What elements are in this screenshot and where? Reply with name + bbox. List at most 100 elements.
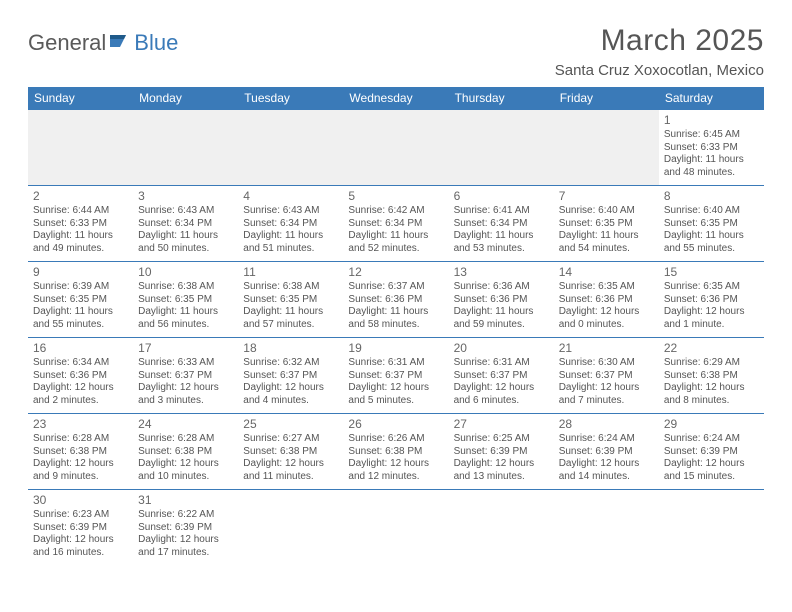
daylight-text: Daylight: 11 hours and 55 minutes.: [33, 306, 128, 331]
sunset-text: Sunset: 6:36 PM: [454, 294, 549, 307]
calendar-day-cell: [343, 110, 448, 186]
sunrise-text: Sunrise: 6:40 AM: [559, 205, 654, 218]
sunrise-text: Sunrise: 6:34 AM: [33, 357, 128, 370]
weekday-sunday: Sunday: [28, 87, 133, 110]
sunset-text: Sunset: 6:34 PM: [243, 218, 338, 231]
sunset-text: Sunset: 6:33 PM: [33, 218, 128, 231]
daylight-text: Daylight: 12 hours and 12 minutes.: [348, 458, 443, 483]
calendar-day-cell: 27Sunrise: 6:25 AMSunset: 6:39 PMDayligh…: [449, 414, 554, 490]
location-subtitle: Santa Cruz Xoxocotlan, Mexico: [555, 62, 764, 79]
sunset-text: Sunset: 6:39 PM: [138, 522, 233, 535]
sunrise-text: Sunrise: 6:26 AM: [348, 433, 443, 446]
calendar-day-cell: 28Sunrise: 6:24 AMSunset: 6:39 PMDayligh…: [554, 414, 659, 490]
daylight-text: Daylight: 11 hours and 55 minutes.: [664, 230, 759, 255]
calendar-day-cell: 4Sunrise: 6:43 AMSunset: 6:34 PMDaylight…: [238, 186, 343, 262]
daylight-text: Daylight: 11 hours and 54 minutes.: [559, 230, 654, 255]
calendar-day-cell: 3Sunrise: 6:43 AMSunset: 6:34 PMDaylight…: [133, 186, 238, 262]
sunrise-text: Sunrise: 6:27 AM: [243, 433, 338, 446]
day-number: 8: [664, 189, 759, 204]
daylight-text: Daylight: 12 hours and 3 minutes.: [138, 382, 233, 407]
day-number: 29: [664, 417, 759, 432]
calendar-day-cell: 5Sunrise: 6:42 AMSunset: 6:34 PMDaylight…: [343, 186, 448, 262]
sunrise-text: Sunrise: 6:43 AM: [138, 205, 233, 218]
calendar-day-cell: 13Sunrise: 6:36 AMSunset: 6:36 PMDayligh…: [449, 262, 554, 338]
sunrise-text: Sunrise: 6:38 AM: [243, 281, 338, 294]
sunrise-text: Sunrise: 6:28 AM: [138, 433, 233, 446]
calendar-day-cell: 1Sunrise: 6:45 AMSunset: 6:33 PMDaylight…: [659, 110, 764, 186]
sunset-text: Sunset: 6:35 PM: [664, 218, 759, 231]
sunrise-text: Sunrise: 6:37 AM: [348, 281, 443, 294]
sunrise-text: Sunrise: 6:38 AM: [138, 281, 233, 294]
calendar-day-cell: [659, 490, 764, 566]
sunset-text: Sunset: 6:37 PM: [138, 370, 233, 383]
sunset-text: Sunset: 6:34 PM: [348, 218, 443, 231]
day-number: 3: [138, 189, 233, 204]
sunset-text: Sunset: 6:35 PM: [33, 294, 128, 307]
sunset-text: Sunset: 6:39 PM: [454, 446, 549, 459]
sunset-text: Sunset: 6:38 PM: [348, 446, 443, 459]
daylight-text: Daylight: 12 hours and 10 minutes.: [138, 458, 233, 483]
daylight-text: Daylight: 12 hours and 8 minutes.: [664, 382, 759, 407]
day-number: 16: [33, 341, 128, 356]
day-number: 30: [33, 493, 128, 508]
day-number: 10: [138, 265, 233, 280]
sunrise-text: Sunrise: 6:45 AM: [664, 129, 759, 142]
sunrise-text: Sunrise: 6:30 AM: [559, 357, 654, 370]
day-number: 15: [664, 265, 759, 280]
daylight-text: Daylight: 12 hours and 11 minutes.: [243, 458, 338, 483]
daylight-text: Daylight: 11 hours and 50 minutes.: [138, 230, 233, 255]
calendar-day-cell: [343, 490, 448, 566]
header: General Blue March 2025 Santa Cruz Xoxoc…: [28, 24, 764, 79]
daylight-text: Daylight: 12 hours and 15 minutes.: [664, 458, 759, 483]
daylight-text: Daylight: 12 hours and 6 minutes.: [454, 382, 549, 407]
daylight-text: Daylight: 12 hours and 9 minutes.: [33, 458, 128, 483]
day-number: 20: [454, 341, 549, 356]
day-number: 24: [138, 417, 233, 432]
day-number: 11: [243, 265, 338, 280]
daylight-text: Daylight: 12 hours and 2 minutes.: [33, 382, 128, 407]
daylight-text: Daylight: 12 hours and 4 minutes.: [243, 382, 338, 407]
calendar-day-cell: [554, 490, 659, 566]
daylight-text: Daylight: 12 hours and 1 minute.: [664, 306, 759, 331]
daylight-text: Daylight: 11 hours and 53 minutes.: [454, 230, 549, 255]
day-number: 28: [559, 417, 654, 432]
calendar-day-cell: [449, 110, 554, 186]
calendar-day-cell: 10Sunrise: 6:38 AMSunset: 6:35 PMDayligh…: [133, 262, 238, 338]
day-number: 21: [559, 341, 654, 356]
day-number: 31: [138, 493, 233, 508]
sunset-text: Sunset: 6:34 PM: [454, 218, 549, 231]
calendar-day-cell: 26Sunrise: 6:26 AMSunset: 6:38 PMDayligh…: [343, 414, 448, 490]
day-number: 14: [559, 265, 654, 280]
calendar-day-cell: 14Sunrise: 6:35 AMSunset: 6:36 PMDayligh…: [554, 262, 659, 338]
sunset-text: Sunset: 6:39 PM: [664, 446, 759, 459]
calendar-day-cell: 8Sunrise: 6:40 AMSunset: 6:35 PMDaylight…: [659, 186, 764, 262]
sunrise-text: Sunrise: 6:39 AM: [33, 281, 128, 294]
day-number: 23: [33, 417, 128, 432]
sunrise-text: Sunrise: 6:31 AM: [454, 357, 549, 370]
weekday-wednesday: Wednesday: [343, 87, 448, 110]
day-number: 27: [454, 417, 549, 432]
sunrise-text: Sunrise: 6:23 AM: [33, 509, 128, 522]
day-number: 18: [243, 341, 338, 356]
daylight-text: Daylight: 12 hours and 5 minutes.: [348, 382, 443, 407]
sunset-text: Sunset: 6:33 PM: [664, 142, 759, 155]
daylight-text: Daylight: 11 hours and 49 minutes.: [33, 230, 128, 255]
calendar-day-cell: 11Sunrise: 6:38 AMSunset: 6:35 PMDayligh…: [238, 262, 343, 338]
sunrise-text: Sunrise: 6:44 AM: [33, 205, 128, 218]
day-number: 22: [664, 341, 759, 356]
sunset-text: Sunset: 6:36 PM: [559, 294, 654, 307]
day-number: 26: [348, 417, 443, 432]
daylight-text: Daylight: 11 hours and 59 minutes.: [454, 306, 549, 331]
sunset-text: Sunset: 6:36 PM: [348, 294, 443, 307]
sunrise-text: Sunrise: 6:33 AM: [138, 357, 233, 370]
sunrise-text: Sunrise: 6:41 AM: [454, 205, 549, 218]
sunset-text: Sunset: 6:37 PM: [348, 370, 443, 383]
calendar-day-cell: 25Sunrise: 6:27 AMSunset: 6:38 PMDayligh…: [238, 414, 343, 490]
sunset-text: Sunset: 6:37 PM: [559, 370, 654, 383]
calendar-day-cell: 17Sunrise: 6:33 AMSunset: 6:37 PMDayligh…: [133, 338, 238, 414]
sunset-text: Sunset: 6:38 PM: [33, 446, 128, 459]
calendar-day-cell: 20Sunrise: 6:31 AMSunset: 6:37 PMDayligh…: [449, 338, 554, 414]
sunset-text: Sunset: 6:37 PM: [454, 370, 549, 383]
sunset-text: Sunset: 6:39 PM: [559, 446, 654, 459]
sunrise-text: Sunrise: 6:25 AM: [454, 433, 549, 446]
